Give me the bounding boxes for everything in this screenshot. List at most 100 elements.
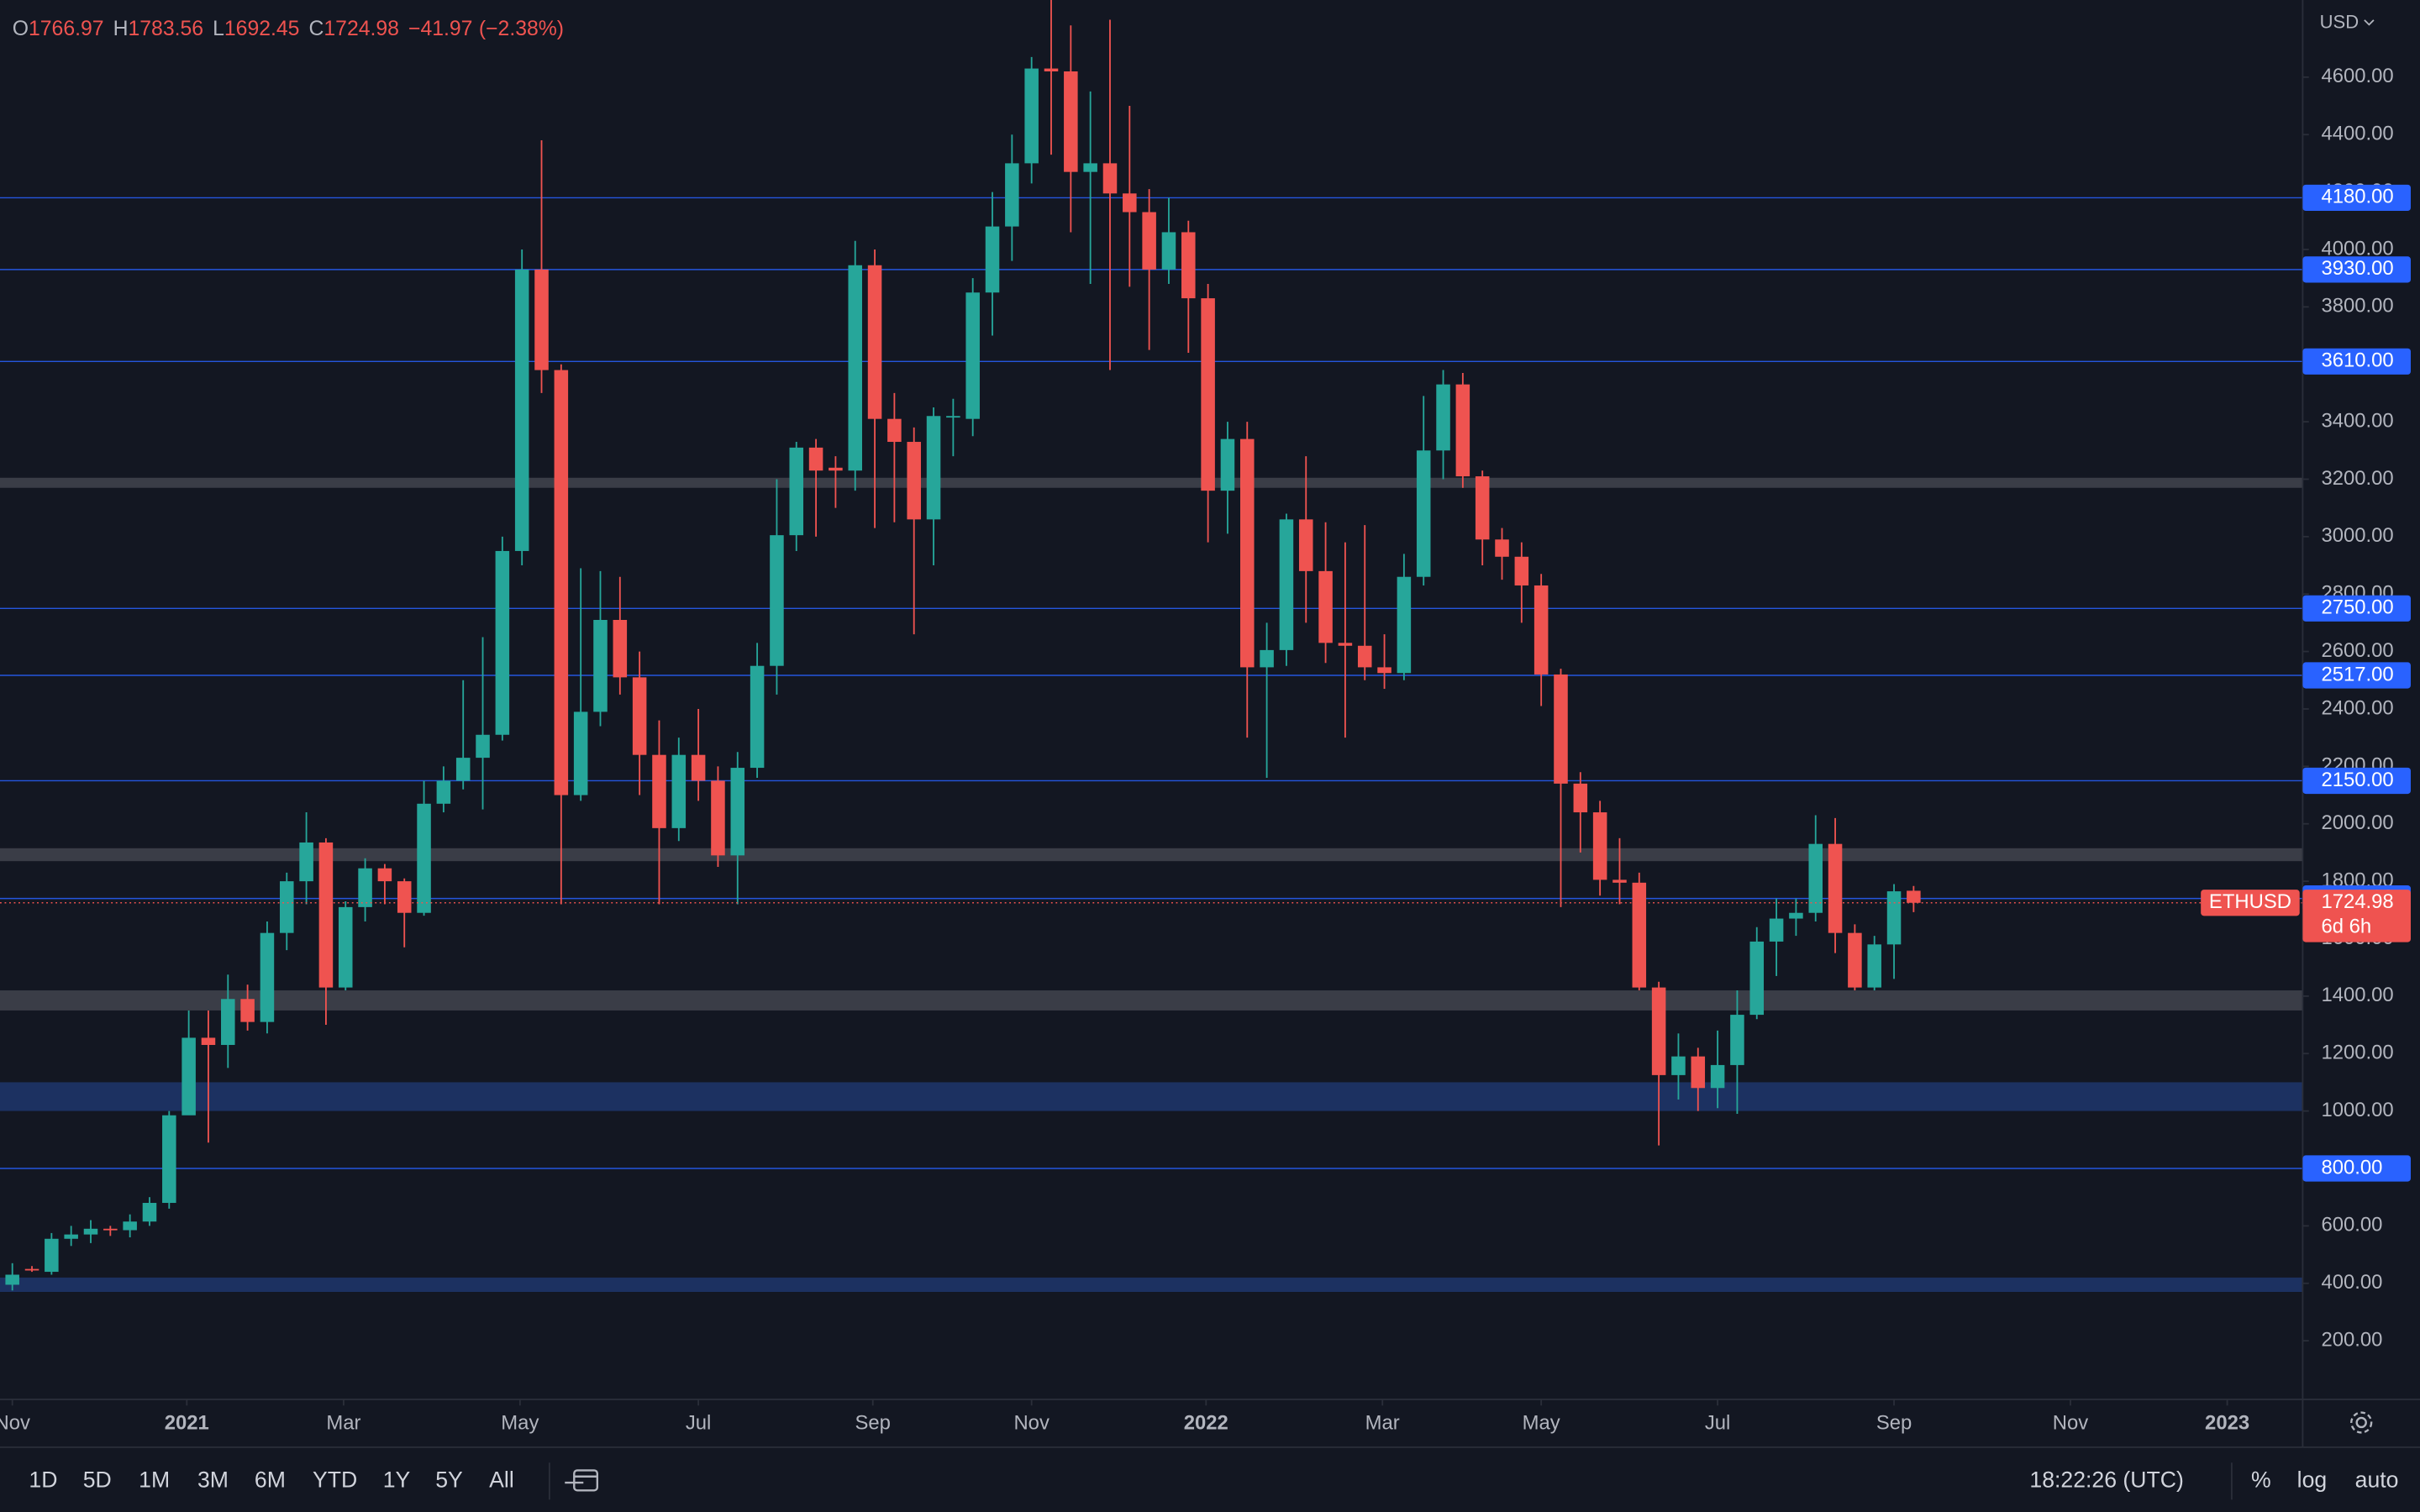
candle xyxy=(260,921,275,1034)
candle-body xyxy=(1475,476,1490,540)
ohlc-letter: C xyxy=(308,17,324,39)
level-label-box xyxy=(2302,1155,2411,1182)
candle xyxy=(64,1226,78,1247)
settings-icon[interactable] xyxy=(2350,1411,2373,1434)
candle xyxy=(652,720,666,905)
candle-body xyxy=(1357,645,1372,668)
axis-option[interactable]: log xyxy=(2297,1467,2328,1492)
candle xyxy=(45,1232,59,1275)
range-button[interactable]: 1M xyxy=(139,1467,170,1492)
candle xyxy=(417,780,431,916)
candle xyxy=(1102,19,1118,370)
level-label: 2150.00 xyxy=(2321,769,2393,791)
candle-body xyxy=(1083,163,1097,172)
candle xyxy=(573,568,588,801)
candle xyxy=(142,1197,157,1226)
calendar-icon[interactable] xyxy=(565,1469,599,1492)
candle-body xyxy=(1279,519,1294,650)
candle-body xyxy=(162,1115,176,1204)
candle-body xyxy=(1181,232,1196,299)
range-button[interactable]: YTD xyxy=(313,1467,357,1492)
candle xyxy=(985,192,1000,336)
candle-body xyxy=(1573,783,1588,813)
candle xyxy=(495,536,510,741)
price-label-box xyxy=(2302,890,2411,942)
countdown: 6d 6h xyxy=(2321,915,2371,937)
axis-option[interactable]: % xyxy=(2251,1467,2271,1492)
candle-body xyxy=(338,906,353,988)
candle xyxy=(1436,370,1450,480)
currency[interactable]: USD xyxy=(2320,11,2360,32)
level-label-box xyxy=(2302,256,2411,283)
ohlc-value: 1724.98 xyxy=(324,17,399,39)
candle-body xyxy=(887,418,902,443)
ohlc-letter: H xyxy=(113,17,129,39)
candle-body xyxy=(613,619,628,678)
candle-body xyxy=(573,711,588,795)
axis-option[interactable]: auto xyxy=(2355,1467,2399,1492)
y-tick-label: 400.00 xyxy=(2321,1271,2382,1294)
level-label: 3930.00 xyxy=(2321,257,2393,280)
candle-body xyxy=(1005,163,1019,227)
candle-body xyxy=(182,1037,196,1116)
candle xyxy=(808,438,823,537)
candle-body xyxy=(514,269,529,551)
candle-body xyxy=(201,1037,216,1045)
candle-body xyxy=(1338,643,1353,646)
candle xyxy=(1123,106,1137,287)
change-pct: (−2.38%) xyxy=(479,17,564,39)
range-button[interactable]: 3M xyxy=(197,1467,229,1492)
range-button[interactable]: 5D xyxy=(83,1467,112,1492)
x-tick-label: Mar xyxy=(326,1412,360,1435)
candle xyxy=(1671,1033,1686,1100)
candle-body xyxy=(926,416,941,520)
candle xyxy=(867,249,882,528)
ohlc-letter: O xyxy=(13,17,29,39)
candle-body xyxy=(1671,1056,1686,1075)
candle-body xyxy=(221,999,235,1045)
candle xyxy=(1064,25,1078,233)
candle xyxy=(711,766,725,868)
candle xyxy=(671,738,687,842)
candle-body xyxy=(1534,585,1549,675)
candle xyxy=(1867,936,1881,991)
range-button[interactable]: 1D xyxy=(29,1467,57,1492)
zone xyxy=(0,1082,2303,1111)
level-label: 2750.00 xyxy=(2321,596,2393,619)
candle xyxy=(1808,815,1823,921)
candle xyxy=(926,407,941,566)
candle-body xyxy=(1691,1056,1706,1089)
candle xyxy=(1495,528,1509,580)
candle xyxy=(946,398,960,457)
range-button[interactable]: 6M xyxy=(255,1467,286,1492)
x-tick-label: Sep xyxy=(855,1412,891,1435)
candle xyxy=(613,576,628,695)
candle-body xyxy=(671,754,687,828)
candle xyxy=(1828,817,1843,953)
candle xyxy=(965,278,980,437)
candle xyxy=(1397,554,1412,680)
candle-body xyxy=(789,447,804,536)
candle xyxy=(5,1263,19,1291)
candle-body xyxy=(946,416,960,418)
candle xyxy=(1573,772,1588,853)
y-tick-label: 1000.00 xyxy=(2321,1099,2393,1121)
candle-body xyxy=(1848,932,1862,988)
candle-body xyxy=(1730,1015,1744,1065)
candle xyxy=(1514,542,1529,623)
x-tick-label: May xyxy=(501,1412,539,1435)
candle-body xyxy=(1064,71,1078,172)
candle xyxy=(1083,91,1097,284)
range-button[interactable]: All xyxy=(489,1467,514,1492)
range-button[interactable]: 5Y xyxy=(435,1467,463,1492)
range-button[interactable]: 1Y xyxy=(383,1467,411,1492)
candle-body xyxy=(1632,882,1647,988)
candle xyxy=(593,570,608,727)
candle-body xyxy=(1318,570,1333,643)
candle xyxy=(770,479,784,695)
candle xyxy=(1260,622,1274,779)
x-tick-label: Nov xyxy=(1013,1412,1049,1435)
candle-body xyxy=(1495,539,1509,557)
candle xyxy=(1240,422,1255,738)
candle xyxy=(554,364,569,905)
